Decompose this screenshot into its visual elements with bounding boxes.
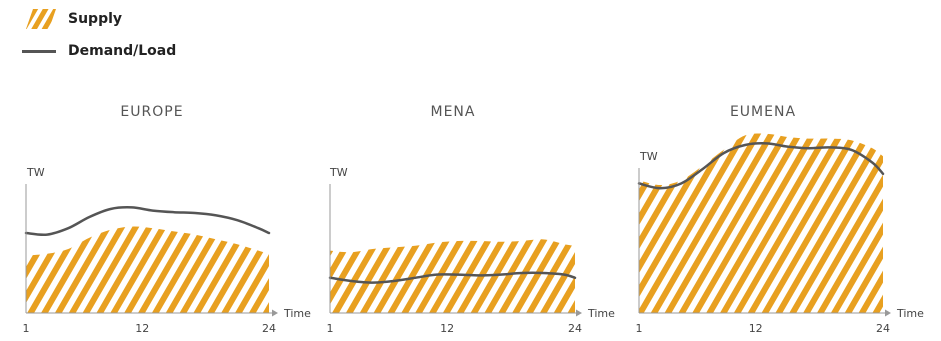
demand-line-mena — [328, 271, 577, 284]
supply-area-mena — [330, 239, 575, 313]
x-tick-label-eumena-1: 1 — [636, 322, 643, 335]
supply-area-eumena — [639, 133, 883, 313]
x-tick-label-europe-24: 24 — [262, 322, 276, 335]
supply-area-europe — [26, 226, 269, 313]
x-tick-label-mena-12: 12 — [440, 322, 454, 335]
legend-item-supply: Supply — [22, 6, 176, 32]
panel-eumena: EUMENA TW Time 1 12 24 — [636, 104, 925, 335]
x-axis-label-mena: Time — [587, 307, 615, 320]
demand-line-europe — [24, 206, 271, 237]
y-axis-label-eumena: TW — [639, 150, 658, 163]
panel-title-europe: EUROPE — [120, 104, 183, 120]
x-tick-label-europe-12: 12 — [135, 322, 149, 335]
x-tick-label-mena-1: 1 — [327, 322, 334, 335]
legend-label-demand: Demand/Load — [68, 43, 177, 59]
x-tick-label-eumena-12: 12 — [749, 322, 763, 335]
x-axis-label-eumena: Time — [896, 307, 924, 320]
panel-title-mena: MENA — [431, 104, 476, 120]
legend-label-supply: Supply — [68, 11, 123, 27]
x-tick-label-mena-24: 24 — [568, 322, 582, 335]
x-tick-label-eumena-24: 24 — [876, 322, 890, 335]
x-axis-arrow-icon-mena — [576, 309, 582, 317]
y-axis-label-europe: TW — [26, 166, 45, 179]
legend-item-demand: Demand/Load — [22, 38, 176, 64]
x-axis-arrow-icon-europe — [272, 309, 278, 317]
panel-mena: MENA TW Time 1 12 24 — [327, 104, 616, 335]
y-axis-label-mena: TW — [329, 166, 348, 179]
panel-title-eumena: EUMENA — [730, 104, 796, 120]
x-axis-arrow-icon-eumena — [885, 309, 891, 317]
demand-line-icon — [22, 49, 56, 53]
panel-europe: EUROPE TW Time 1 12 24 — [23, 104, 312, 335]
x-axis-label-europe: Time — [283, 307, 311, 320]
supply-swatch-icon — [26, 9, 56, 29]
legend: Supply Demand/Load — [22, 6, 176, 64]
demand-line-eumena — [637, 142, 885, 190]
x-tick-label-europe-1: 1 — [23, 322, 30, 335]
